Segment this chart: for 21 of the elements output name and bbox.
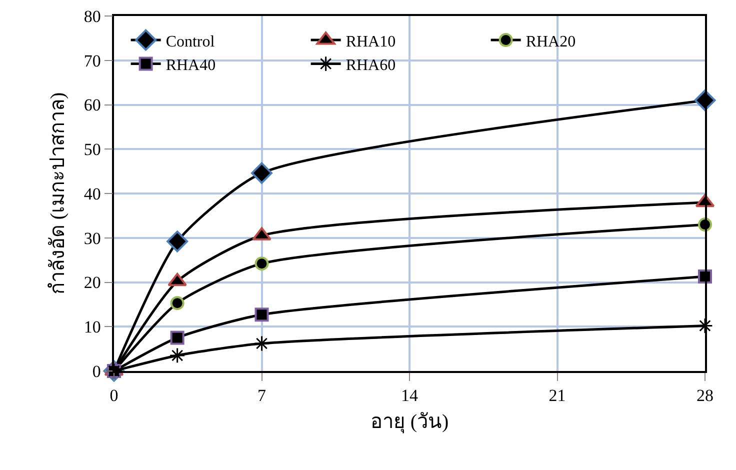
x-tick-label: 21 — [548, 386, 566, 406]
y-tick-label: 60 — [84, 96, 101, 115]
y-tick-label: 20 — [84, 273, 101, 292]
x-axis-title: อายุ (วัน) — [370, 411, 449, 434]
y-tick-label: 40 — [84, 184, 101, 204]
x-tick-label: 28 — [696, 386, 714, 406]
legend-label: Control — [166, 33, 216, 50]
legend-label: RHA20 — [526, 33, 576, 50]
x-tick-label: 0 — [110, 386, 118, 406]
x-tick-label: 7 — [258, 386, 266, 406]
y-axis-title: กำลังอัด (เมกะปาสกาล) — [46, 92, 69, 295]
legend-label: RHA10 — [346, 33, 396, 50]
y-tick-label: 50 — [84, 140, 101, 160]
y-tick-label: 70 — [84, 51, 101, 70]
y-tick-label: 10 — [84, 318, 101, 337]
x-tick-label: 14 — [401, 386, 418, 406]
legend-label: RHA60 — [346, 57, 396, 74]
y-tick-label: 80 — [84, 6, 101, 26]
y-tick-label: 30 — [84, 228, 101, 248]
legend-label: RHA40 — [166, 57, 216, 74]
y-tick-label: 0 — [92, 362, 101, 381]
